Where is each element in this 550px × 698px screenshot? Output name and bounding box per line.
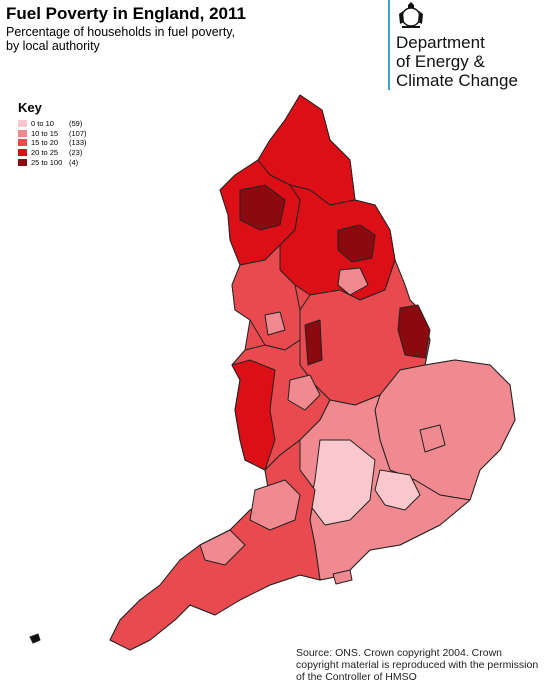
region-welsh-border — [231, 359, 276, 471]
department-line-1: Department — [396, 33, 485, 52]
area-light-4 — [419, 424, 446, 453]
legend-swatch — [18, 158, 27, 166]
legend-swatch — [18, 139, 27, 147]
isle-of-wight — [332, 569, 353, 585]
legend-count: (59) — [69, 119, 83, 129]
legend-label: 25 to 100 — [31, 157, 63, 167]
map-subtitle: Percentage of households in fuel poverty… — [6, 25, 236, 53]
legend-item: 20 to 25 (23) — [18, 148, 87, 158]
legend-item: 0 to 10 (59) — [18, 119, 87, 129]
legend-count: (133) — [69, 138, 87, 148]
legend-item: 25 to 100 (4) — [18, 157, 87, 167]
area-light-3 — [264, 311, 286, 336]
legend-label: 15 to 20 — [31, 138, 59, 148]
logo-divider — [388, 0, 390, 90]
legend-swatch — [18, 129, 27, 137]
isles-of-scilly — [29, 633, 41, 644]
map-title: Fuel Poverty in England, 2011 — [6, 4, 246, 23]
area-highest-1 — [239, 184, 286, 231]
region-london — [374, 469, 421, 511]
legend-label: 10 to 15 — [31, 128, 59, 138]
legend-swatch — [18, 120, 27, 128]
legend-count: (4) — [69, 157, 79, 167]
area-light-2 — [287, 374, 321, 411]
source-note: Source: ONS. Crown copyright 2004. Crown… — [296, 647, 539, 683]
legend-count: (23) — [69, 148, 83, 158]
department-name: Department of Energy & Climate Change — [396, 33, 550, 90]
area-light-1 — [337, 267, 369, 296]
area-highest-3 — [397, 304, 431, 359]
region-devon-light — [199, 529, 246, 566]
department-line-2: of Energy & — [396, 52, 485, 71]
legend-item: 15 to 20 (133) — [18, 138, 87, 148]
legend-count: (107) — [69, 128, 87, 138]
royal-crest-icon — [399, 2, 423, 28]
legend-swatch — [18, 149, 27, 157]
area-highest-4 — [304, 319, 323, 366]
legend-label: 20 to 25 — [31, 148, 59, 158]
legend-title: Key — [18, 100, 42, 115]
map-legend: Key 0 to 10 (59) 10 to 15 (107) 15 to 20… — [18, 100, 87, 167]
area-highest-2 — [337, 224, 376, 263]
legend-item: 10 to 15 (107) — [18, 129, 87, 139]
region-somerset-light — [249, 479, 301, 531]
legend-label: 0 to 10 — [31, 119, 54, 129]
department-line-3: Climate Change — [396, 71, 518, 90]
